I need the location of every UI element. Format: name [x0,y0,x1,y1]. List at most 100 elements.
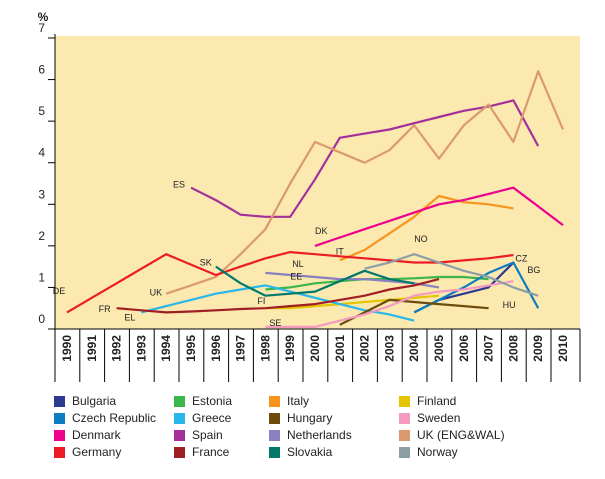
x-tick-label: 1998 [258,335,272,362]
legend-item-fi: Finland [399,393,456,409]
legend-item-ee: Estonia [174,393,232,409]
legend-swatch [174,429,185,441]
x-tick-label: 1999 [283,335,297,362]
x-tick-label: 1994 [159,335,173,362]
annotation-cz: CZ [515,253,527,263]
legend-item-no: Norway [399,444,458,460]
x-tick-label: 1997 [234,335,248,362]
series-line-uk [165,70,565,295]
series-line-no [364,253,539,297]
legend-label: Greece [192,411,232,425]
legend-swatch [269,446,280,458]
legend-label: Czech Republic [72,411,157,425]
legend-item-uk: UK (ENG&WAL) [399,427,505,443]
legend-label: Denmark [72,428,121,442]
series-line-hu [339,298,489,326]
legend-swatch [399,429,410,441]
legend-item-fr: France [174,444,229,460]
x-tick-label: 1991 [85,335,99,362]
x-tick-label: 2003 [382,335,396,362]
legend-label: Finland [417,394,457,408]
legend-swatch [54,412,65,424]
x-tick-label: 1992 [110,335,124,362]
y-axis-label: % [38,10,49,24]
series-line-cz [413,261,540,314]
legend-label: Spain [192,428,223,442]
legend-label: Italy [287,394,310,408]
legend-label: Norway [417,445,458,459]
legend-label: Slovakia [287,445,333,459]
legend-swatch [399,412,410,424]
legend-swatch [399,395,410,407]
legend-item-nl: Netherlands [269,427,352,443]
x-tick-label: 2002 [358,335,372,362]
legend-item-cz: Czech Republic [54,410,156,426]
annotation-dk: DK [315,226,328,236]
legend-swatch [269,412,280,424]
legend-item-el: Greece [174,410,231,426]
legend-item-dk: Denmark [54,427,121,443]
annotation-se: SE [269,318,281,328]
series-line-se [265,280,514,328]
annotation-ee: EE [290,271,302,281]
legend-swatch [269,429,280,441]
x-tick-label: 1990 [60,335,74,362]
annotation-nl: NL [292,259,304,269]
legend-swatch [174,395,185,407]
series-line-dk [314,186,564,247]
legend-label: Sweden [417,411,461,425]
series-line-sk [215,265,415,297]
x-tick-label: 2010 [556,335,570,362]
annotation-it: IT [336,246,345,256]
annotation-es: ES [173,180,185,190]
legend-swatch [269,395,280,407]
annotation-fi: FI [257,296,265,306]
legend-label: UK (ENG&WAL) [417,428,505,442]
annotation-el: EL [124,312,135,322]
annotation-sk: SK [200,258,212,268]
legend-item-it: Italy [269,393,309,409]
legend-swatch [174,446,185,458]
x-tick-label: 2006 [457,335,471,362]
plot-background [55,36,580,329]
legend-swatch [54,446,65,458]
annotation-uk: UK [150,288,163,298]
y-tick-label: 0 [38,312,45,326]
y-tick-label: 3 [38,187,45,201]
annotation-fr: FR [99,304,111,314]
y-tick-label: 5 [38,104,45,118]
legend-swatch [174,412,185,424]
annotation-bg: BG [527,265,540,275]
series-line-it [339,194,514,262]
legend-item-de: Germany [54,444,121,460]
legend-swatch [54,429,65,441]
series-line-es [190,99,540,218]
legend-label: Netherlands [287,428,352,442]
x-tick-label: 2007 [482,335,496,362]
legend-item-sk: Slovakia [269,444,332,460]
x-tick-label: 2009 [531,335,545,362]
annotation-no: NO [414,234,428,244]
x-tick-label: 2000 [308,335,322,362]
x-tick-label: 1993 [134,335,148,362]
x-tick-label: 2008 [506,335,520,362]
legend-item-es: Spain [174,427,223,443]
x-tick-label: 1996 [209,335,223,362]
legend-label: Germany [72,445,122,459]
legend-item-hu: Hungary [269,410,332,426]
y-tick-label: 4 [38,146,45,160]
legend-item-se: Sweden [399,410,460,426]
x-tick-label: 2005 [432,335,446,362]
y-tick-label: 6 [38,63,45,77]
y-tick-label: 2 [38,229,45,243]
y-tick-label: 7 [38,21,45,35]
annotation-de: DE [53,286,66,296]
series-line-fr [116,278,440,314]
legend-label: Bulgaria [72,394,117,408]
legend-label: France [192,445,230,459]
legend-item-bg: Bulgaria [54,393,116,409]
x-tick-label: 1995 [184,335,198,362]
legend-label: Estonia [192,394,233,408]
